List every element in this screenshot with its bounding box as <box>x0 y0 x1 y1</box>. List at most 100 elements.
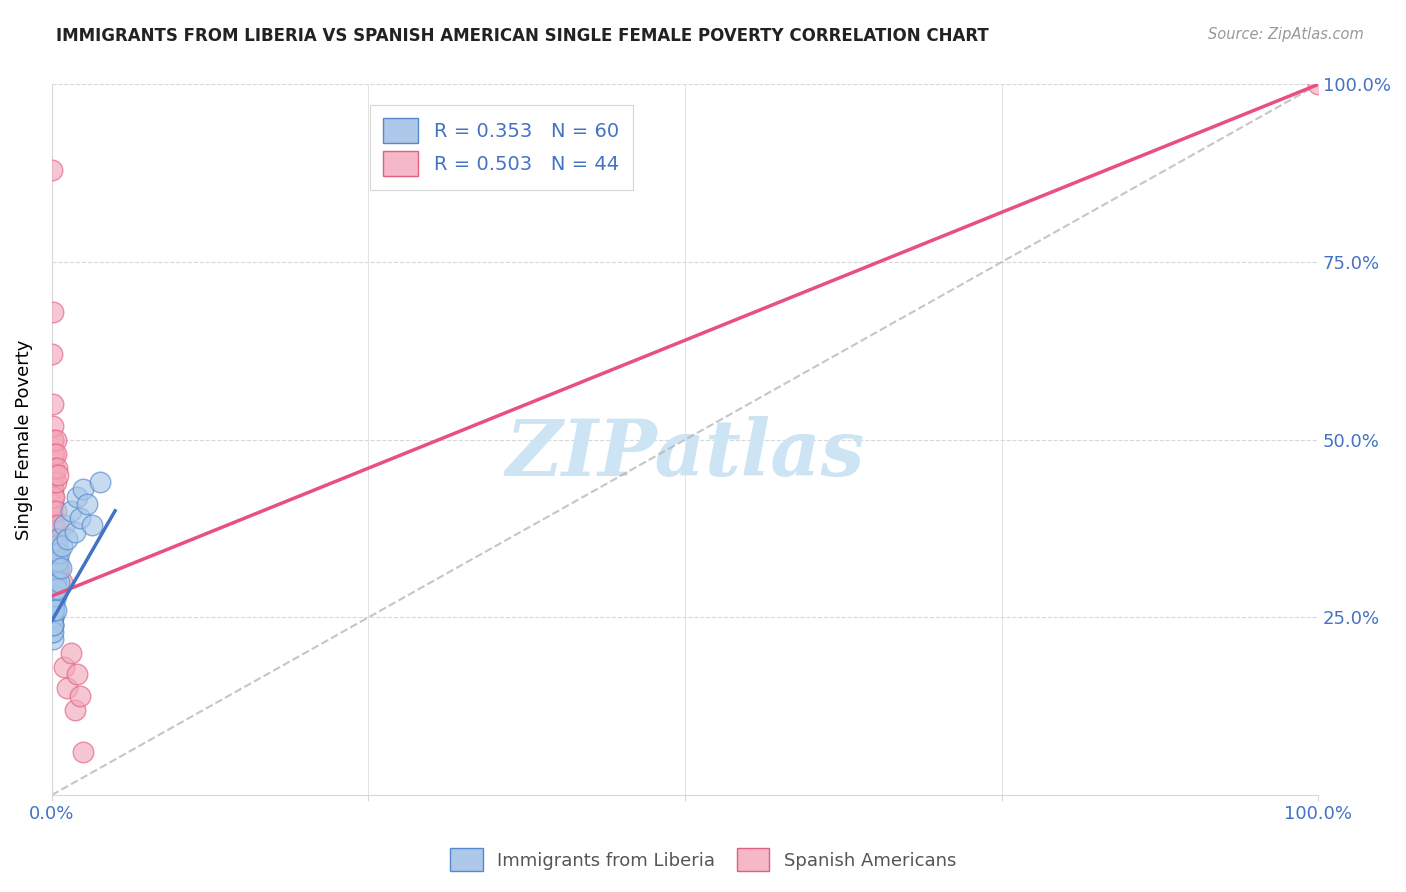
Point <box>45 560 67 574</box>
Point <box>44 518 66 533</box>
Point <box>42 397 65 411</box>
Point <box>59 504 82 518</box>
Point <box>44 447 66 461</box>
Point <box>42 610 65 624</box>
Point <box>42 610 65 624</box>
Point <box>45 504 67 518</box>
Point <box>44 603 66 617</box>
Point <box>45 461 67 475</box>
Legend: Immigrants from Liberia, Spanish Americans: Immigrants from Liberia, Spanish America… <box>443 841 963 879</box>
Point <box>45 589 67 603</box>
Point <box>44 490 66 504</box>
Point <box>42 617 65 632</box>
Point <box>42 589 65 603</box>
Point <box>42 574 65 589</box>
Point <box>42 447 65 461</box>
Point <box>42 582 65 596</box>
Point <box>41 347 63 361</box>
Point <box>42 483 65 497</box>
Point <box>44 574 66 589</box>
Point <box>44 567 66 582</box>
Point <box>48 574 70 589</box>
Point <box>42 533 65 547</box>
Point <box>56 533 79 547</box>
Point <box>41 624 63 639</box>
Point <box>49 560 72 574</box>
Point <box>45 433 67 447</box>
Point <box>56 681 79 696</box>
Point <box>42 504 65 518</box>
Text: IMMIGRANTS FROM LIBERIA VS SPANISH AMERICAN SINGLE FEMALE POVERTY CORRELATION CH: IMMIGRANTS FROM LIBERIA VS SPANISH AMERI… <box>56 27 988 45</box>
Point <box>44 461 66 475</box>
Point <box>45 546 67 560</box>
Point <box>42 589 65 603</box>
Point <box>59 646 82 660</box>
Point <box>45 539 67 553</box>
Point <box>42 632 65 646</box>
Point <box>48 546 70 560</box>
Point <box>41 461 63 475</box>
Point <box>42 596 65 610</box>
Point <box>46 468 69 483</box>
Point <box>42 567 65 582</box>
Point <box>41 162 63 177</box>
Point <box>44 582 66 596</box>
Point <box>42 617 65 632</box>
Point <box>42 589 65 603</box>
Point <box>45 447 67 461</box>
Point <box>42 475 65 490</box>
Point <box>41 610 63 624</box>
Point <box>44 560 66 574</box>
Point <box>42 582 65 596</box>
Point <box>45 574 67 589</box>
Point <box>63 703 86 717</box>
Point <box>72 483 94 497</box>
Point <box>53 518 76 533</box>
Point <box>42 617 65 632</box>
Point <box>46 533 69 547</box>
Point <box>45 533 67 547</box>
Legend: R = 0.353   N = 60, R = 0.503   N = 44: R = 0.353 N = 60, R = 0.503 N = 44 <box>370 105 633 190</box>
Point <box>42 305 65 319</box>
Point <box>42 596 65 610</box>
Point <box>42 596 65 610</box>
Point <box>42 497 65 511</box>
Point <box>42 454 65 468</box>
Point <box>41 603 63 617</box>
Point <box>44 468 66 483</box>
Point <box>66 490 89 504</box>
Point <box>45 582 67 596</box>
Point <box>45 475 67 490</box>
Point <box>53 660 76 674</box>
Point <box>45 603 67 617</box>
Point <box>1308 78 1330 92</box>
Point <box>42 560 65 574</box>
Point <box>42 433 65 447</box>
Point <box>46 518 69 533</box>
Point <box>63 525 86 540</box>
Point <box>42 624 65 639</box>
Point <box>42 582 65 596</box>
Point <box>41 603 63 617</box>
Point <box>44 596 66 610</box>
Point <box>41 589 63 603</box>
Point <box>89 475 111 490</box>
Point <box>76 497 98 511</box>
Text: ZIPatlas: ZIPatlas <box>505 416 865 492</box>
Point <box>42 433 65 447</box>
Point <box>41 574 63 589</box>
Point <box>48 560 70 574</box>
Point <box>46 553 69 567</box>
Text: Source: ZipAtlas.com: Source: ZipAtlas.com <box>1208 27 1364 42</box>
Point <box>69 689 91 703</box>
Point <box>42 468 65 483</box>
Point <box>51 539 73 553</box>
Point <box>82 518 104 533</box>
Point <box>45 553 67 567</box>
Point <box>51 574 73 589</box>
Point <box>44 589 66 603</box>
Point <box>69 511 91 525</box>
Point <box>42 596 65 610</box>
Point <box>42 418 65 433</box>
Point <box>42 603 65 617</box>
